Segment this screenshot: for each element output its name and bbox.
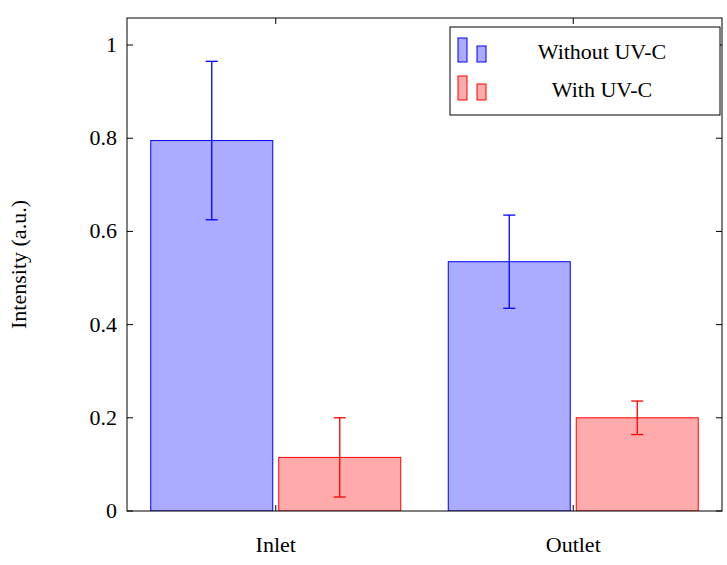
y-tick xyxy=(127,138,133,139)
y-tick xyxy=(716,324,722,325)
x-tick xyxy=(573,18,574,24)
error-stem xyxy=(509,215,510,308)
y-tick-label: 0.2 xyxy=(90,405,118,430)
y-tick-label: 1 xyxy=(106,32,117,57)
error-cap xyxy=(206,61,218,62)
x-tick xyxy=(275,505,276,511)
y-tick xyxy=(127,45,133,46)
x-tick xyxy=(275,18,276,24)
y-tick xyxy=(127,324,133,325)
legend-swatch xyxy=(477,84,486,100)
error-cap xyxy=(631,434,643,435)
error-cap xyxy=(334,417,346,418)
x-tick-label: Outlet xyxy=(546,532,601,557)
error-stem xyxy=(339,418,340,497)
legend-box xyxy=(450,27,720,115)
error-cap xyxy=(503,214,515,215)
error-bar xyxy=(503,215,515,308)
y-tick-label: 0.8 xyxy=(90,125,118,150)
bars xyxy=(151,61,699,511)
x-tick-label: Inlet xyxy=(256,532,296,557)
error-stem xyxy=(211,61,212,219)
legend-swatch xyxy=(477,46,486,62)
y-tick xyxy=(127,511,133,512)
y-axis-label: Intensity (a.u.) xyxy=(6,200,31,329)
y-tick xyxy=(127,417,133,418)
y-tick-label: 0 xyxy=(106,498,117,523)
error-cap xyxy=(334,496,346,497)
error-cap xyxy=(206,219,218,220)
legend-label: Without UV-C xyxy=(538,39,666,64)
error-cap xyxy=(503,308,515,309)
legend-label: With UV-C xyxy=(552,77,652,102)
y-tick xyxy=(716,231,722,232)
plot-frame xyxy=(127,18,722,511)
error-bar xyxy=(206,61,218,219)
y-tick xyxy=(127,231,133,232)
chart: 0 0.2 0.4 0.6 0.8 1 Inlet Outlet Intensity (a.u.… xyxy=(0,0,727,565)
y-tick-label: 0.4 xyxy=(90,312,118,337)
y-tick xyxy=(716,417,722,418)
error-bar xyxy=(631,401,643,435)
legend-swatch xyxy=(458,76,467,100)
y-tick xyxy=(716,511,722,512)
legend: Without UV-C With UV-C xyxy=(450,27,720,115)
error-cap xyxy=(631,400,643,401)
y-tick-label: 0.6 xyxy=(90,218,118,243)
error-bar xyxy=(334,418,346,497)
y-tick xyxy=(716,138,722,139)
error-stem xyxy=(637,401,638,435)
x-tick xyxy=(573,505,574,511)
legend-swatch xyxy=(458,38,467,62)
